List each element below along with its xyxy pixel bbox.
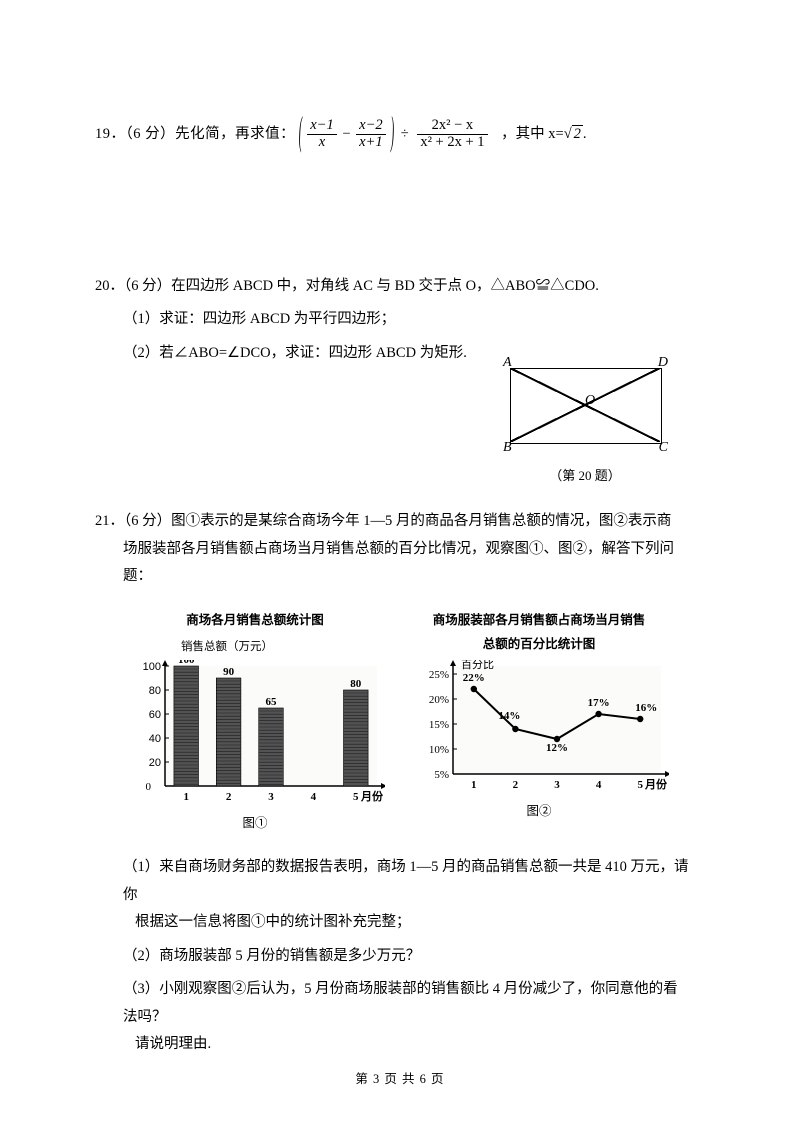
svg-text:25%: 25%: [429, 669, 449, 681]
svg-text:14%: 14%: [498, 710, 520, 722]
page-footer: 第 3 页 共 6 页: [0, 1068, 800, 1092]
q21-p3: （3）小刚观察图②后认为，5 月份商场服装部的销售额比 4 月份减少了，你同意他…: [95, 976, 690, 1031]
frac1d: x: [307, 135, 336, 151]
q21-p2: （2）商场服装部 5 月份的销售额是多少万元？: [95, 943, 690, 971]
svg-text:12%: 12%: [546, 742, 568, 754]
q21-p3b: 请说明理由.: [95, 1031, 690, 1059]
chart1-cap: 图①: [125, 812, 385, 836]
svg-text:5: 5: [353, 791, 359, 803]
svg-text:15%: 15%: [429, 719, 449, 731]
q20-p1: （1）求证：四边形 ABCD 为平行四边形；: [95, 306, 690, 334]
chart2-svg: 25% 20% 15% 10% 5% 百分比22% 1 14% 2 12% 3 17% 4 16% 5月份: [409, 660, 669, 798]
line-chart: 商场服装部各月销售额占商场当月销售 总额的百分比统计图 25%20%15%10%…: [409, 609, 669, 836]
svg-text:4: 4: [311, 791, 317, 803]
svg-text:40: 40: [149, 733, 161, 745]
svg-text:22%: 22%: [463, 672, 485, 684]
chart1-ylabel: 销售总额（万元）: [181, 637, 385, 659]
q21-p1: （1）来自商场财务部的数据报告表明，商场 1—5 月的商品销售总额一共是 410…: [95, 854, 690, 909]
q21: 21．（6 分）图①表示的是某综合商场今年 1—5 月的商品各月销售总额的情况，…: [95, 508, 690, 1059]
svg-text:20: 20: [149, 757, 161, 769]
svg-text:100: 100: [178, 660, 195, 666]
svg-text:月份: 月份: [360, 789, 384, 803]
svg-text:80: 80: [350, 678, 362, 690]
page: 19．（6 分）先化简，再求值： ( x−1x − x−2x+1 ) ÷ 2x²…: [0, 0, 800, 1132]
q21-stem2: 场服装部各月销售额占商场当月销售总额的百分比情况，观察图①、图②，解答下列问题：: [95, 536, 690, 591]
label-B: B: [503, 435, 512, 462]
svg-text:1: 1: [471, 779, 477, 791]
label-C: C: [659, 435, 668, 462]
label-A: A: [503, 350, 512, 377]
svg-text:月份: 月份: [644, 777, 668, 791]
label-O: O: [585, 388, 595, 415]
svg-text:65: 65: [266, 696, 278, 708]
q19-period: .: [583, 126, 587, 142]
q19-expr: ( x−1x − x−2x+1 ) ÷ 2x² − xx² + 2x + 1: [299, 118, 490, 151]
svg-text:5: 5: [637, 779, 643, 791]
charts-row: 商场各月销售总额统计图 销售总额（万元） 20 40 60 80 100 0 1 100 2 90…: [125, 609, 690, 836]
svg-text:百分比: 百分比: [461, 660, 494, 671]
svg-text:17%: 17%: [588, 697, 610, 709]
q20: 20．（6 分）在四边形 ABCD 中，对角线 AC 与 BD 交于点 O，△A…: [95, 273, 690, 488]
bar-chart: 商场各月销售总额统计图 销售总额（万元） 20 40 60 80 100 0 1 100 2 90…: [125, 609, 385, 836]
q19-tail: ，其中 x=: [501, 126, 564, 142]
q19: 19．（6 分）先化简，再求值： ( x−1x − x−2x+1 ) ÷ 2x²…: [95, 118, 690, 151]
q19-label: 19．（6 分）先化简，再求值：: [95, 126, 295, 142]
frac1n: x−1: [307, 118, 336, 135]
svg-text:3: 3: [554, 779, 560, 791]
svg-text:60: 60: [149, 709, 161, 721]
sqrt-icon: 2: [564, 121, 583, 149]
svg-text:1: 1: [183, 791, 189, 803]
svg-text:20%: 20%: [429, 694, 449, 706]
frac3n: 2x² − x: [417, 118, 487, 135]
q20-figure: A D B C O （第 20 题）: [500, 358, 670, 489]
svg-text:16%: 16%: [635, 702, 657, 714]
paren-left: (: [298, 96, 301, 173]
svg-text:0: 0: [146, 781, 152, 793]
chart2-title: 商场服装部各月销售额占商场当月销售 总额的百分比统计图: [409, 609, 669, 657]
q21-stem: 21．（6 分）图①表示的是某综合商场今年 1—5 月的商品各月销售总额的情况，…: [95, 508, 690, 536]
svg-text:100: 100: [143, 661, 161, 673]
q20-caption: （第 20 题）: [500, 464, 670, 489]
frac2d: x+1: [356, 135, 385, 151]
svg-text:10%: 10%: [429, 744, 449, 756]
q20-stem: 20．（6 分）在四边形 ABCD 中，对角线 AC 与 BD 交于点 O，△A…: [95, 273, 690, 301]
svg-text:3: 3: [268, 791, 274, 803]
svg-text:4: 4: [596, 779, 602, 791]
paren-right: ): [391, 96, 394, 173]
chart1-svg: 20 40 60 80 100 0 1 100 2 90 3 65 4 5 80 月份: [125, 660, 385, 810]
chart2-cap: 图②: [409, 800, 669, 824]
q21-p1b: 根据这一信息将图①中的统计图补充完整；: [95, 909, 690, 937]
svg-text:5%: 5%: [434, 769, 449, 781]
frac3d: x² + 2x + 1: [417, 135, 487, 151]
svg-text:90: 90: [223, 666, 235, 678]
svg-text:2: 2: [513, 779, 519, 791]
chart1-title: 商场各月销售总额统计图: [125, 609, 385, 633]
svg-text:80: 80: [149, 685, 161, 697]
svg-text:2: 2: [226, 791, 232, 803]
frac2n: x−2: [356, 118, 385, 135]
label-D: D: [658, 350, 668, 377]
